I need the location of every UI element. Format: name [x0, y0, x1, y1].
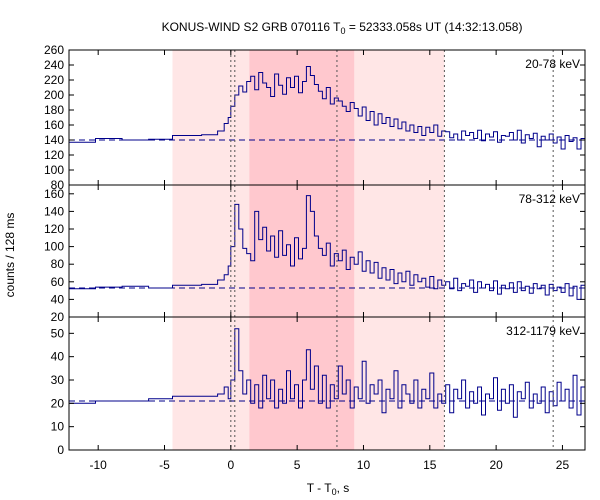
y-axis-label: counts / 128 ms [3, 213, 17, 298]
x-tick-label: -10 [90, 458, 108, 472]
panel-energy-label: 312-1179 keV [506, 324, 580, 338]
chart-title-main: KONUS-WIND S2 GRB 070116 T [162, 20, 342, 34]
x-tick-label: 0 [227, 458, 234, 472]
x-tick-label: 10 [357, 458, 371, 472]
y-tick-label: 20 [51, 310, 65, 324]
y-tick-label: 260 [44, 43, 64, 57]
series-line [69, 195, 585, 300]
x-axis-label-main: T - T [307, 481, 333, 495]
y-tick-label: 200 [44, 88, 64, 102]
x-axis-label: T - T0, s [307, 481, 350, 497]
x-tick-label: -5 [159, 458, 170, 472]
x-tick-label: 5 [294, 458, 301, 472]
y-tick-label: 80 [51, 178, 65, 192]
x-tick-label: 20 [489, 458, 503, 472]
x-axis: -10 -5 0 5 10 15 20 25 [90, 50, 570, 472]
y-tick-label: 10 [51, 420, 65, 434]
y-tick-label: 140 [44, 204, 64, 218]
vertical-markers [230, 50, 554, 450]
interval-bands [172, 50, 445, 450]
panel-energy-label: 20-78 keV [525, 57, 580, 71]
y-tick-label: 160 [44, 187, 64, 201]
chart-title: KONUS-WIND S2 GRB 070116 T0 = 52333.058s… [162, 20, 523, 36]
panel-3: 0 10 20 30 40 50 312-1179 keV [51, 324, 585, 457]
x-tick-label: 25 [556, 458, 570, 472]
panel-energy-label: 78-312 keV [519, 192, 580, 206]
y-tick-label: 100 [44, 240, 64, 254]
x-tick-label: 15 [423, 458, 437, 472]
y-tick-label: 40 [51, 350, 65, 364]
y-tick-label: 120 [44, 148, 64, 162]
y-tick-label: 220 [44, 73, 64, 87]
x-axis-label-subscript: 0 [332, 487, 337, 497]
y-tick-label: 240 [44, 58, 64, 72]
y-tick-label: 80 [51, 257, 65, 271]
y-tick-label: 0 [57, 443, 64, 457]
panel-frame [68, 316, 586, 451]
series-line [69, 328, 585, 418]
y-tick-label: 120 [44, 222, 64, 236]
y-tick-label: 30 [51, 373, 65, 387]
y-tick-label: 20 [51, 396, 65, 410]
y-tick-label: 50 [51, 326, 65, 340]
panel-frames [68, 49, 586, 451]
series-line [69, 66, 585, 150]
chart-title-rest: = 52333.058s UT (14:32:13.058) [346, 20, 523, 34]
y-tick-label: 140 [44, 133, 64, 147]
y-tick-label: 100 [44, 163, 64, 177]
chart-title-subscript: 0 [341, 26, 346, 36]
y-tick-label: 60 [51, 275, 65, 289]
y-tick-label: 40 [51, 292, 65, 306]
panel-2: 20 40 60 80 100 120 140 160 78-312 keV [44, 187, 585, 324]
y-tick-label: 160 [44, 118, 64, 132]
y-tick-label: 180 [44, 103, 64, 117]
x-axis-label-rest: , s [337, 481, 350, 495]
